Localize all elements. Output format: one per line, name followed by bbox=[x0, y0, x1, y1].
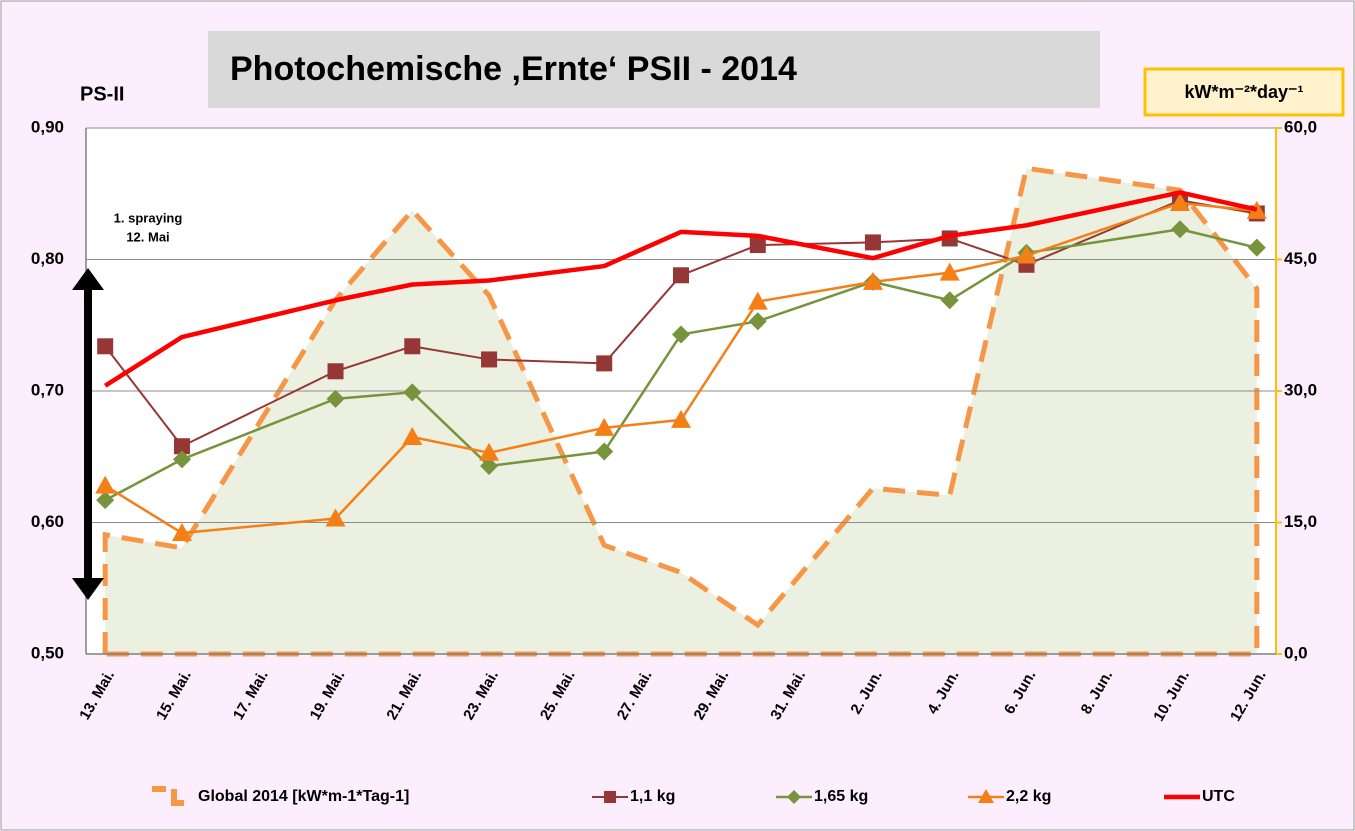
marker bbox=[327, 363, 344, 380]
marker bbox=[748, 312, 767, 331]
marker bbox=[940, 291, 959, 310]
legend-label: 1,1 kg bbox=[630, 788, 675, 805]
y2-tick-label: 30,0 bbox=[1284, 380, 1317, 399]
y-tick-label: 0,70 bbox=[31, 380, 64, 399]
line bbox=[103, 190, 1258, 388]
legend-swatch bbox=[152, 786, 184, 806]
y2-tick-label: 15,0 bbox=[1284, 512, 1317, 531]
marker bbox=[672, 325, 690, 344]
marker bbox=[594, 417, 615, 436]
legend-label: 2,2 kg bbox=[1006, 788, 1051, 805]
y-tick-label: 0,60 bbox=[31, 512, 64, 531]
legend-marker bbox=[604, 791, 616, 803]
grid-layer bbox=[85, 127, 1282, 655]
marker bbox=[404, 338, 421, 355]
y2-tick-label: 45,0 bbox=[1284, 249, 1317, 268]
marker bbox=[481, 351, 498, 368]
y-tick-label: 0,90 bbox=[31, 117, 64, 136]
marker bbox=[479, 442, 500, 461]
marker bbox=[95, 475, 116, 494]
marker bbox=[480, 456, 499, 475]
y-axis-label: PS-II bbox=[80, 83, 124, 105]
y2-tick-label: 60,0 bbox=[1284, 117, 1317, 136]
marker bbox=[172, 450, 191, 469]
marker bbox=[673, 267, 689, 284]
marker bbox=[402, 427, 423, 446]
marker bbox=[325, 508, 346, 527]
marker bbox=[96, 491, 115, 510]
marker bbox=[173, 438, 190, 455]
marker bbox=[862, 271, 883, 290]
marker bbox=[1247, 238, 1266, 257]
spray-arrow bbox=[72, 268, 104, 600]
annotation: 12. Mai bbox=[126, 229, 169, 244]
y-tick-label: 0,80 bbox=[31, 249, 64, 268]
marker bbox=[596, 355, 613, 372]
legend-label: Global 2014 [kW*m-1*Tag-1] bbox=[198, 788, 409, 805]
y-tick-label: 0,50 bbox=[31, 643, 64, 662]
marker bbox=[97, 338, 114, 355]
marker bbox=[1246, 200, 1267, 219]
marker bbox=[1170, 192, 1191, 211]
marker bbox=[1171, 220, 1190, 239]
marker bbox=[864, 234, 881, 251]
marker bbox=[1016, 245, 1037, 264]
legend-label: UTC bbox=[1202, 788, 1235, 805]
annotation: 1. spraying bbox=[114, 210, 183, 225]
marker bbox=[747, 291, 768, 310]
y2-axis-label: kW*m⁻²*day⁻¹ bbox=[1184, 82, 1303, 102]
y2-label-box bbox=[1143, 67, 1345, 117]
marker bbox=[326, 389, 345, 408]
marker bbox=[749, 237, 766, 254]
marker bbox=[671, 409, 691, 428]
marker bbox=[171, 523, 192, 542]
y2-tick-label: 0,0 bbox=[1284, 643, 1308, 662]
lines-layer bbox=[95, 190, 1267, 542]
chart-title: Photochemische ‚Ernte‘ PSII - 2014 bbox=[230, 50, 797, 88]
marker bbox=[595, 442, 614, 461]
marker bbox=[939, 262, 960, 281]
legend-label: 1,65 kg bbox=[814, 788, 868, 805]
title-box bbox=[208, 31, 1100, 108]
marker bbox=[403, 383, 422, 402]
legend-marker bbox=[787, 790, 801, 804]
legend-marker bbox=[978, 789, 994, 803]
